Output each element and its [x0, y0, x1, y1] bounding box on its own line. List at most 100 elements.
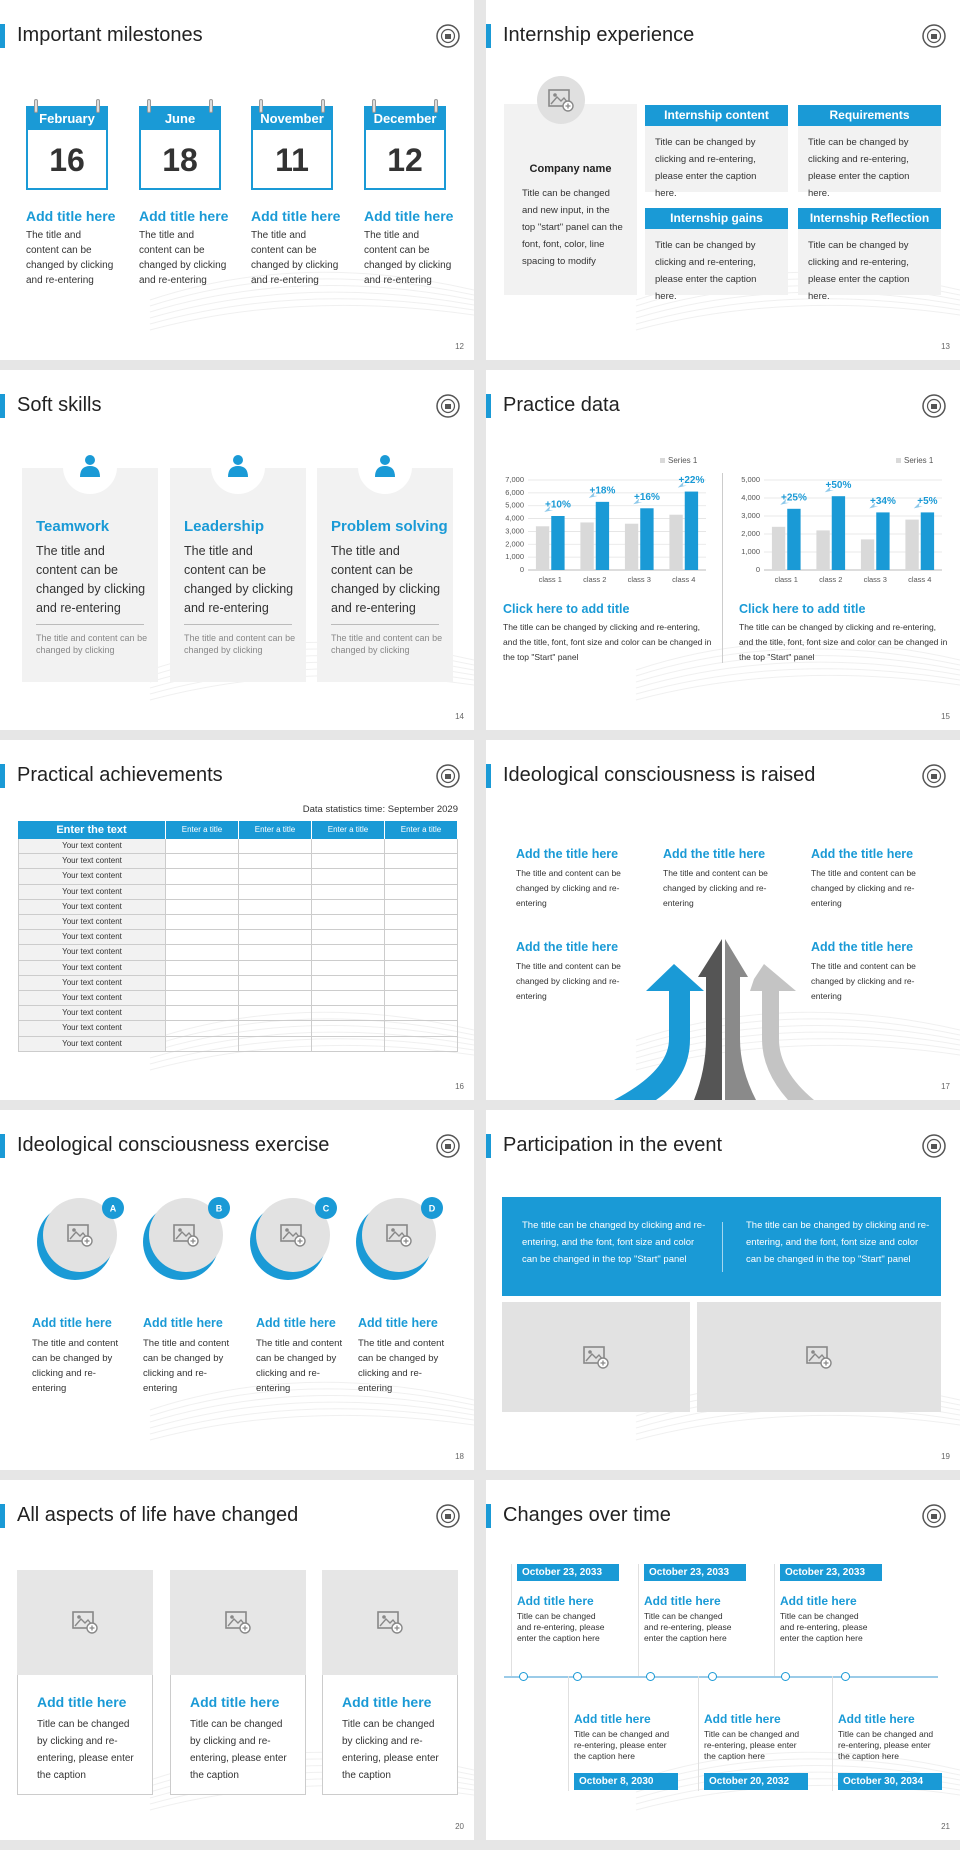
table-cell — [166, 899, 239, 915]
annotation: +50% — [825, 480, 851, 491]
skill-note: The title and content can be changed by … — [184, 633, 296, 655]
table-cell — [385, 991, 458, 1007]
table-header-cell: Enter a title — [385, 821, 458, 839]
connector — [774, 1564, 775, 1676]
chart-divider — [722, 473, 723, 663]
table-header-cell: Enter a title — [166, 821, 239, 839]
table-cell — [166, 1006, 239, 1022]
table-cell — [312, 854, 385, 870]
arrow-light — [750, 964, 814, 1100]
box-header: Internship Reflection — [798, 208, 941, 229]
skill-note: The title and content can be changed by … — [331, 633, 443, 655]
title-bar — [486, 1134, 491, 1158]
calendar-ring — [321, 99, 325, 113]
badge — [421, 1197, 443, 1219]
milestone-heading: Add title here — [26, 208, 116, 224]
table-row-label: Your text content — [18, 1006, 166, 1022]
logo-outer — [436, 394, 460, 418]
table-cell — [166, 1036, 239, 1052]
logo-mark — [445, 1514, 451, 1519]
icon-plus — [394, 1625, 400, 1631]
icon-mountain — [69, 1230, 88, 1240]
table-row-label: Your text content — [18, 1036, 166, 1052]
table-cell — [312, 915, 385, 931]
calendar-day: 12 — [387, 142, 423, 178]
title-bar — [486, 1504, 491, 1528]
y-tick-label: 2,000 — [505, 539, 524, 548]
logo — [922, 1504, 946, 1528]
skill-heading: Teamwork — [36, 518, 110, 535]
table-cell — [166, 839, 239, 855]
x-tick-label: class 1 — [775, 575, 798, 584]
wave-line — [149, 278, 474, 307]
wave-line — [149, 1388, 474, 1417]
icon-body — [375, 466, 395, 477]
icon-plus — [823, 1360, 829, 1366]
table-cell — [239, 960, 312, 976]
icon-mountain — [550, 95, 569, 105]
y-tick-label: 5,000 — [505, 501, 524, 510]
table-cell — [312, 869, 385, 885]
table-cell — [166, 915, 239, 931]
title-bar — [0, 1134, 5, 1158]
logo-outer — [922, 24, 946, 48]
slide: All aspects of life have changed Add titl… — [0, 1480, 474, 1840]
icon-plus — [89, 1625, 95, 1631]
page-number: 15 — [941, 712, 950, 721]
table-cell — [166, 930, 239, 946]
image-placeholder-icon — [583, 1346, 609, 1369]
logo — [922, 24, 946, 48]
table-row-label: Your text content — [18, 930, 166, 946]
skill-text: The title and content can be changed by … — [184, 544, 294, 615]
table-cell — [239, 1021, 312, 1037]
item-heading: Add the title here — [516, 940, 619, 954]
wave-line — [149, 271, 474, 301]
icon-plus — [297, 1238, 303, 1244]
logo-outer — [922, 1134, 946, 1158]
calendar-ring — [96, 99, 100, 113]
bar — [905, 519, 919, 570]
item-heading: Add title here — [358, 1316, 438, 1330]
legend-label: Series 1 — [668, 456, 698, 465]
icon-sun — [382, 1615, 386, 1619]
card-body — [322, 1675, 458, 1795]
table-row-label: Your text content — [18, 915, 166, 931]
wave-line — [149, 1395, 474, 1423]
table-row-label: Your text content — [18, 854, 166, 870]
icon-mountain — [282, 1230, 301, 1240]
icon-mountain — [388, 1230, 407, 1240]
logo — [922, 1134, 946, 1158]
icon-body — [228, 466, 248, 477]
event-text: Title can be changed and re-entering, pl… — [517, 1611, 605, 1643]
band-text: The title can be changed by clicking and… — [522, 1220, 706, 1265]
item-text: The title and content can be changed by … — [32, 1338, 119, 1394]
wave-line — [149, 1414, 474, 1441]
item-text: The title and content can be changed by … — [256, 1338, 343, 1394]
slide: Soft skills Teamwork The title and content… — [0, 370, 474, 730]
card-heading: Add title here — [190, 1694, 280, 1710]
wave-line — [635, 648, 960, 677]
table-row-label: Your text content — [18, 1021, 166, 1037]
icon-frame — [67, 1224, 89, 1242]
item-text: The title and content can be changed by … — [811, 961, 916, 1001]
arrow-dark — [694, 939, 722, 1100]
event-heading: Add title here — [517, 1594, 594, 1608]
skill-heading: Leadership — [184, 518, 265, 535]
badge-letter: B — [216, 1203, 223, 1213]
icon-sun — [178, 1228, 182, 1232]
table-cell — [385, 930, 458, 946]
title-bar — [486, 24, 491, 48]
y-tick-label: 2,000 — [741, 529, 760, 538]
icon-frame — [377, 1611, 399, 1629]
table-cell — [239, 884, 312, 900]
image-placeholder-icon — [173, 1224, 199, 1247]
table-cell — [312, 1036, 385, 1052]
date-badge: October 23, 2033 — [644, 1564, 746, 1581]
table-row-label: Your text content — [18, 869, 166, 885]
x-tick-label: class 3 — [864, 575, 887, 584]
timeline-line — [504, 1676, 938, 1678]
bar — [595, 501, 610, 570]
event-text: Title can be changed and re-entering, pl… — [838, 1729, 934, 1761]
icon-mountain — [379, 1617, 398, 1627]
background-wave — [149, 271, 474, 331]
